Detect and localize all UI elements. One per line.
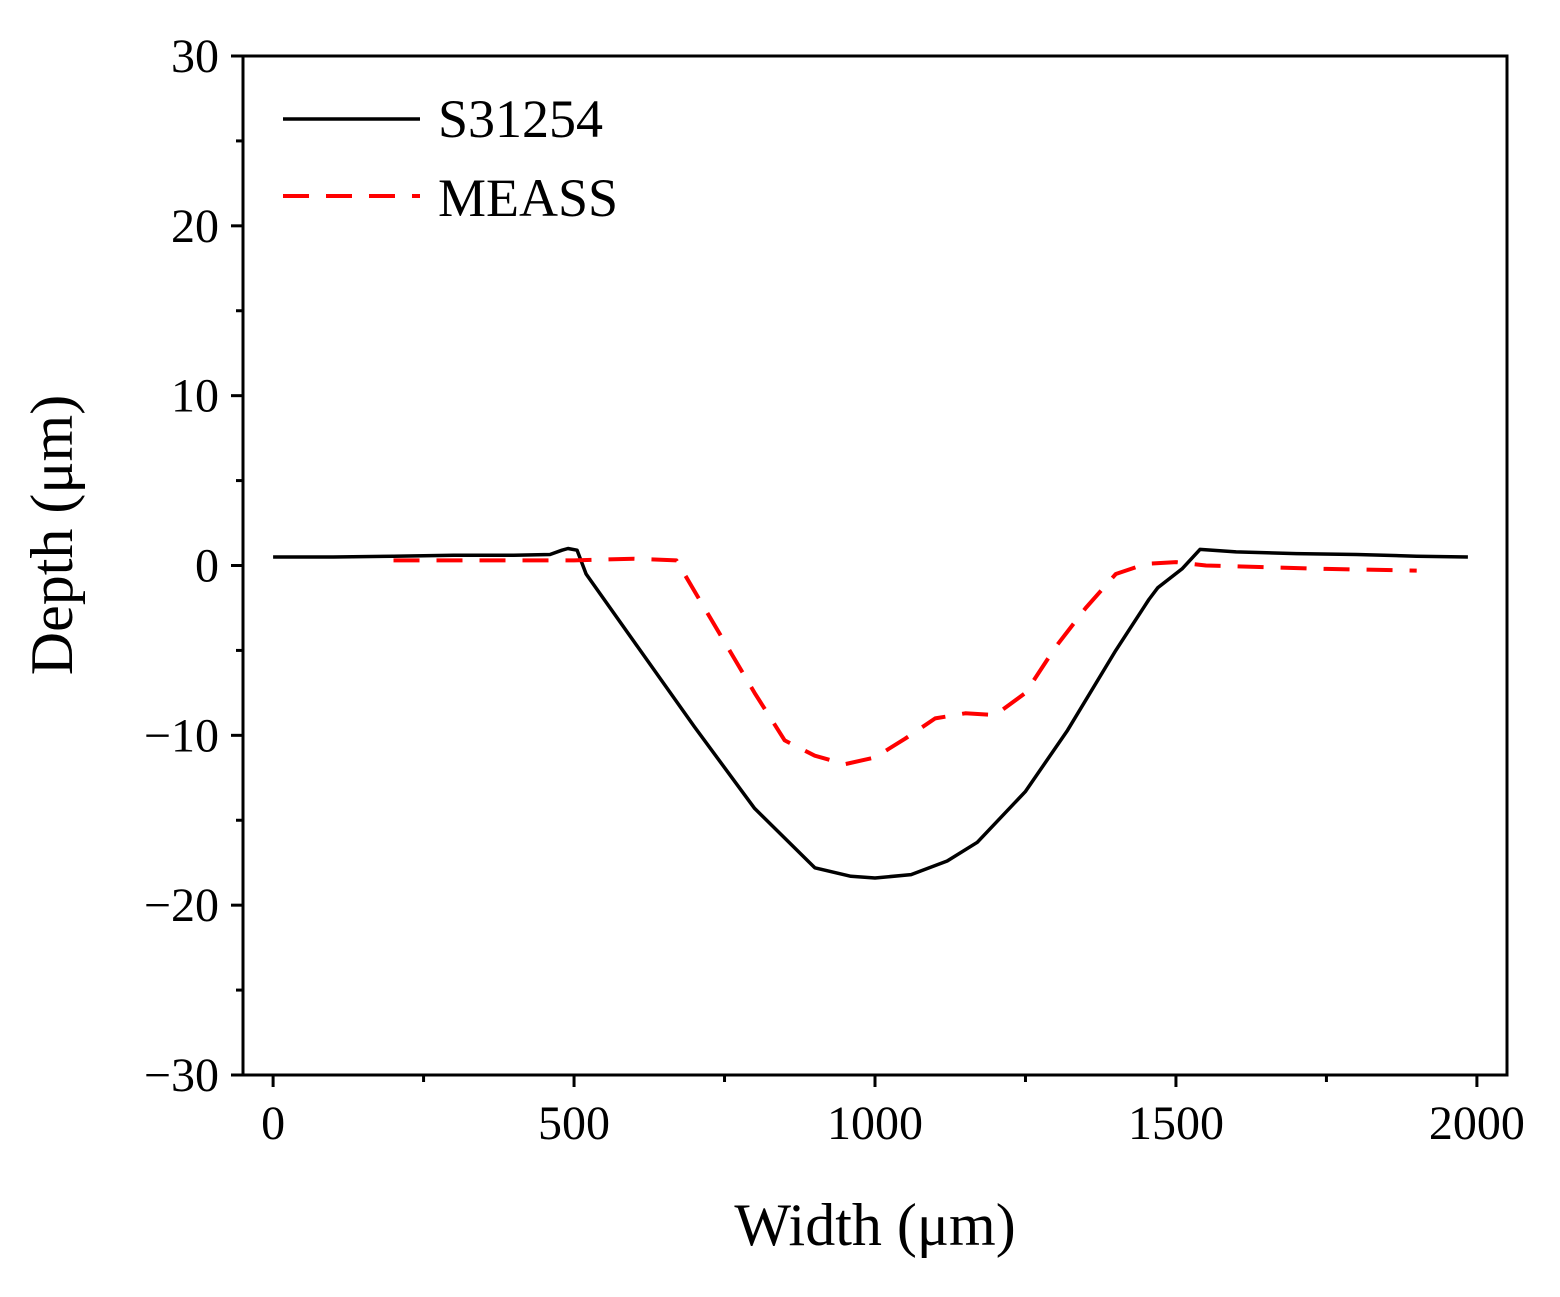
y-tick-label: 20	[171, 200, 219, 253]
series-layer	[273, 546, 1468, 880]
x-tick-label: 0	[261, 1097, 285, 1150]
y-tick-label: −20	[144, 879, 219, 932]
legend: S31254 MEASS	[283, 89, 618, 228]
plot-frame	[241, 54, 1509, 1077]
y-axis: −30 −20 −10 0 10 20 30	[144, 30, 243, 1102]
y-tick-label: 30	[171, 30, 219, 83]
y-tick-label: 10	[171, 370, 219, 423]
x-tick-label: 500	[538, 1097, 610, 1150]
y-tick-label: −10	[144, 709, 219, 762]
y-axis-title: Depth (μm)	[19, 395, 85, 675]
plot-border	[241, 54, 1509, 1077]
x-axis-title: Width (μm)	[734, 1192, 1015, 1258]
x-tick-label: 1500	[1128, 1097, 1224, 1150]
legend-label-meass: MEASS	[438, 168, 618, 228]
x-axis: 0 500 1000 1500 2000	[261, 1075, 1525, 1150]
x-tick-label: 2000	[1429, 1097, 1525, 1150]
series-line-meass	[393, 556, 1417, 767]
series-line-s31254	[273, 546, 1468, 880]
y-tick-label: −30	[144, 1049, 219, 1102]
legend-label-s31254: S31254	[438, 89, 603, 149]
x-tick-label: 1000	[827, 1097, 923, 1150]
y-tick-label: 0	[195, 540, 219, 593]
